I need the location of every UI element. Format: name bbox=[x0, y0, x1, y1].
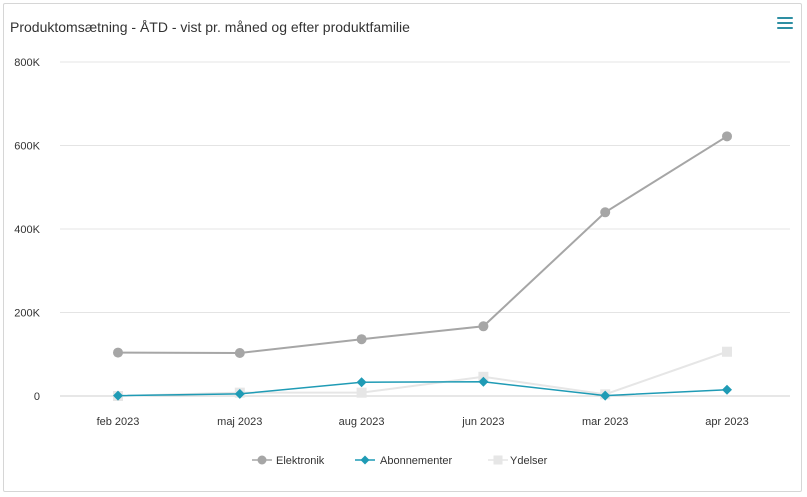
data-point bbox=[722, 384, 732, 395]
x-tick-label: maj 2023 bbox=[217, 416, 262, 428]
y-tick-label: 600K bbox=[14, 141, 40, 153]
x-tick-label: aug 2023 bbox=[339, 416, 385, 428]
data-point bbox=[234, 388, 245, 399]
x-tick-label: apr 2023 bbox=[705, 416, 748, 428]
y-tick-label: 800K bbox=[14, 57, 40, 69]
x-tick-label: feb 2023 bbox=[97, 416, 140, 428]
data-point bbox=[113, 390, 123, 401]
series-abonnementer bbox=[113, 376, 732, 401]
hamburger-menu-icon[interactable] bbox=[777, 14, 793, 32]
data-point bbox=[478, 321, 489, 332]
series-line bbox=[117, 135, 728, 354]
data-point bbox=[493, 455, 503, 465]
series-elektronik bbox=[113, 131, 732, 358]
data-point bbox=[234, 347, 245, 358]
data-point bbox=[356, 387, 367, 398]
x-tick-label: jun 2023 bbox=[461, 416, 504, 428]
legend-item-ydelser: Ydelser bbox=[488, 455, 548, 467]
series-ydelser bbox=[113, 346, 732, 401]
legend-item-abonnementer: Abonnementer bbox=[355, 455, 452, 467]
chart-card bbox=[3, 3, 802, 492]
data-point bbox=[722, 346, 732, 357]
data-point bbox=[257, 455, 267, 465]
legend-label: Ydelser bbox=[510, 455, 548, 467]
data-point bbox=[478, 376, 489, 387]
x-tick-label: mar 2023 bbox=[582, 416, 628, 428]
data-point bbox=[360, 455, 370, 465]
y-tick-label: 400K bbox=[14, 224, 40, 236]
data-point bbox=[600, 390, 611, 401]
data-point bbox=[722, 131, 732, 142]
data-point bbox=[356, 334, 367, 345]
series-line bbox=[117, 350, 728, 397]
legend-label: Elektronik bbox=[276, 455, 325, 467]
data-point bbox=[478, 371, 489, 382]
chart-title: Produktomsætning - ÅTD - vist pr. måned … bbox=[10, 19, 410, 35]
data-point bbox=[113, 347, 123, 358]
y-tick-label: 200K bbox=[14, 308, 40, 320]
legend-item-elektronik: Elektronik bbox=[252, 455, 325, 467]
data-point bbox=[600, 207, 611, 218]
series-line bbox=[117, 381, 728, 397]
y-tick-label: 0 bbox=[34, 391, 40, 403]
data-point bbox=[356, 377, 367, 388]
legend-label: Abonnementer bbox=[380, 455, 452, 467]
